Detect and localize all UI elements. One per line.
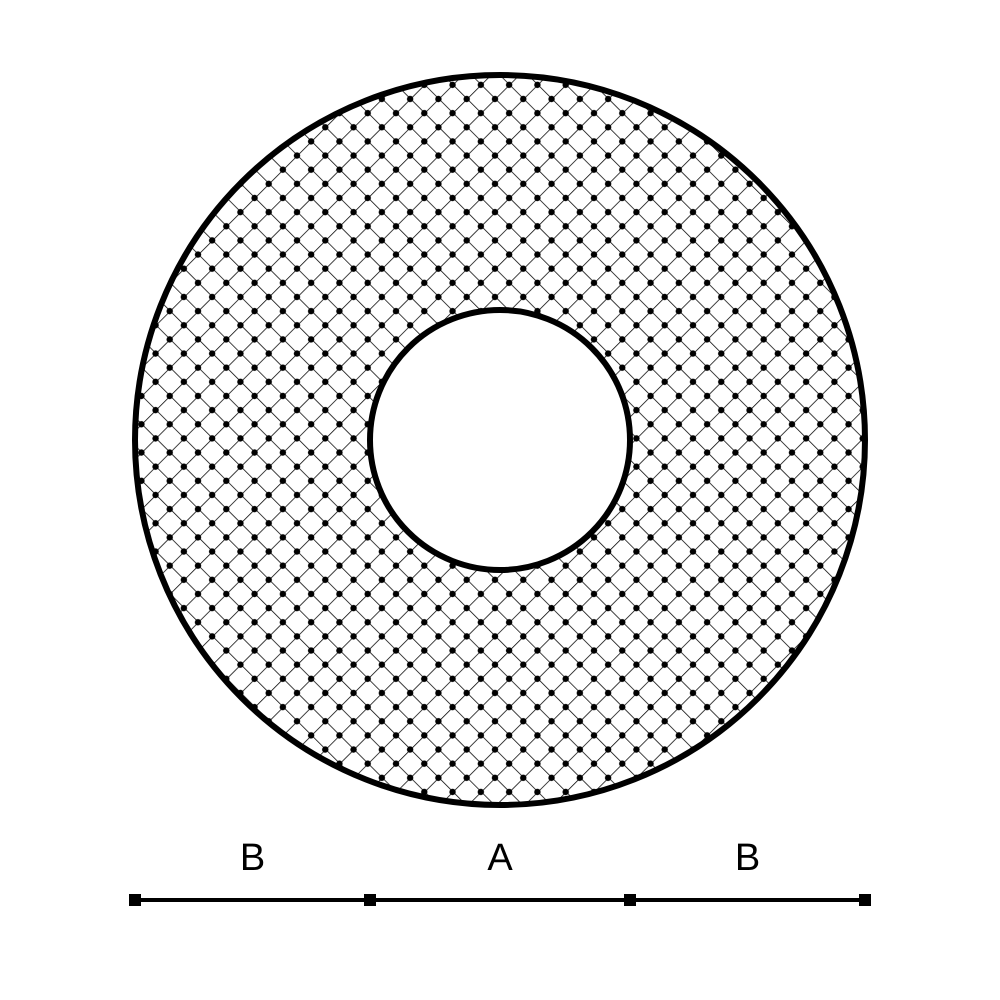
- dimension-marker: [129, 894, 141, 906]
- inner-circle: [370, 310, 630, 570]
- dimension-marker: [859, 894, 871, 906]
- dimension-label: B: [240, 837, 265, 879]
- dimension-marker: [624, 894, 636, 906]
- dimension-line: BAB: [129, 837, 871, 906]
- diagram-stage: BAB: [0, 0, 1000, 1000]
- dimension-label: B: [735, 837, 760, 879]
- hatched-annulus: [125, 65, 875, 815]
- dimension-marker: [364, 894, 376, 906]
- ring-diagram-svg: BAB: [0, 0, 1000, 1000]
- dimension-label: A: [487, 837, 513, 879]
